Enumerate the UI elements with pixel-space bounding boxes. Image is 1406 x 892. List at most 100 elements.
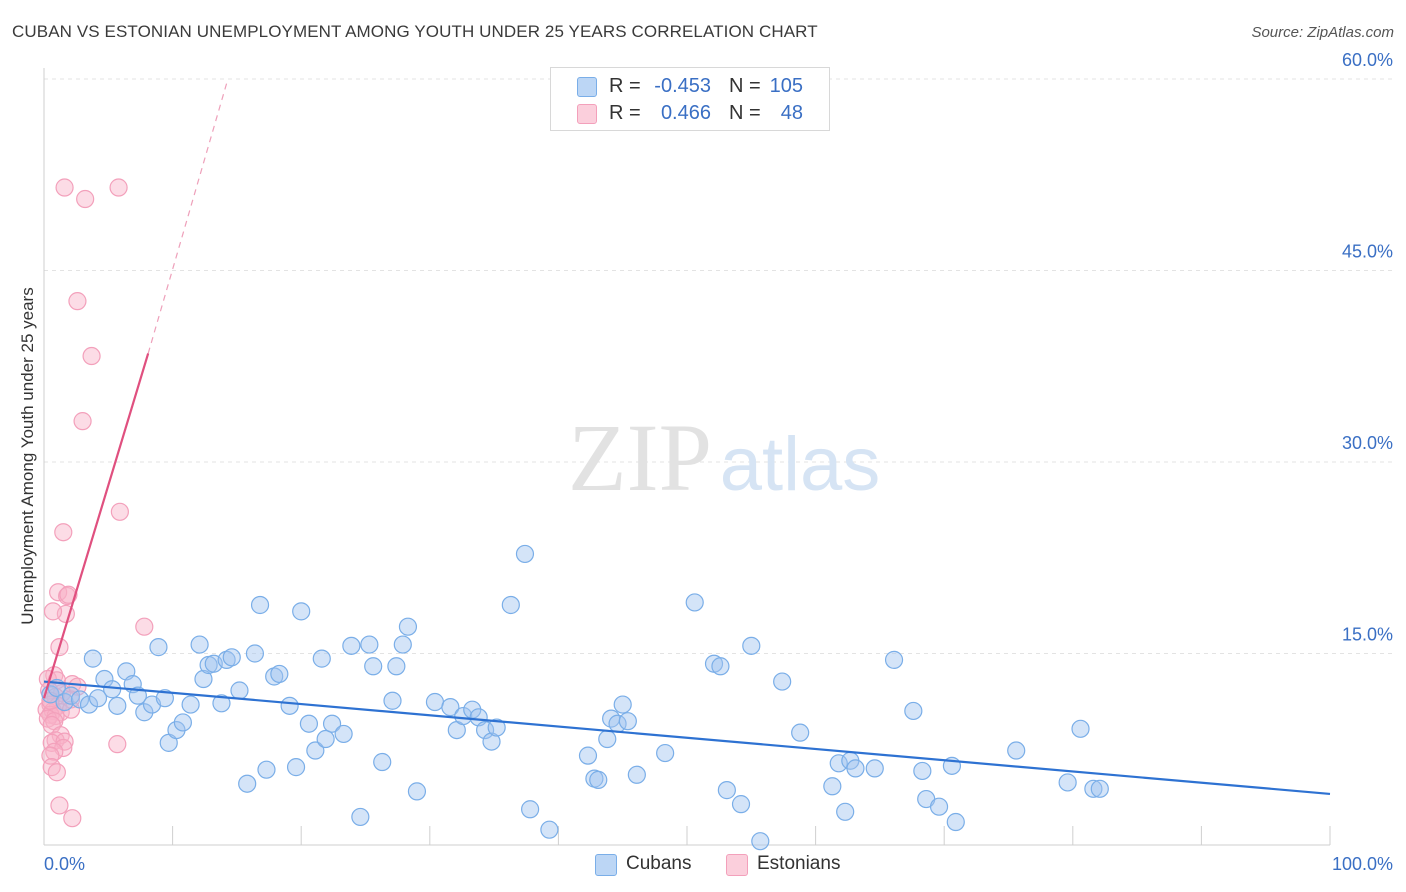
cuban-point: [731, 795, 751, 814]
cuban-point: [829, 754, 848, 773]
series-legend: Cubans Estonians: [0, 852, 1406, 878]
estonians-trend-line: [42, 353, 150, 699]
x-tick-label: 0.0%: [44, 854, 85, 874]
estonian-point: [42, 715, 61, 735]
cuban-point: [946, 812, 965, 832]
cuban-point: [441, 698, 460, 717]
cuban-point: [316, 729, 335, 749]
cuban-point: [103, 680, 122, 699]
cuban-point: [79, 695, 99, 714]
cuban-point: [904, 701, 923, 721]
estonian-point: [110, 502, 129, 521]
estonian-point: [41, 746, 60, 765]
n-label: N =: [729, 75, 761, 97]
cuban-point: [299, 714, 319, 733]
estonian-point: [43, 602, 63, 621]
y-tick-label: 60.0%: [1342, 50, 1393, 70]
legend-row-cubans: R = -0.453 N = 105: [551, 74, 829, 100]
series-estonians: [37, 178, 154, 828]
cuban-point: [238, 774, 257, 793]
cuban-point: [717, 781, 736, 800]
y-tick-label: 15.0%: [1342, 625, 1393, 645]
estonian-point: [54, 523, 73, 542]
cuban-point: [334, 724, 353, 744]
cuban-point: [306, 741, 325, 760]
cuban-point: [155, 689, 174, 708]
r-value: 0.466: [660, 102, 711, 124]
cuban-point: [108, 696, 127, 715]
cuban-point: [425, 692, 445, 712]
cuban-point: [913, 761, 932, 781]
cuban-point: [598, 729, 617, 749]
cuban-point: [521, 800, 540, 819]
estonian-point: [73, 412, 92, 431]
cuban-point: [836, 802, 855, 821]
cuban-point: [929, 797, 949, 816]
cuban-point: [846, 759, 865, 778]
cuban-point: [578, 746, 598, 765]
cuban-point: [194, 669, 213, 689]
r-label: R =: [609, 75, 641, 97]
cuban-point: [589, 770, 608, 789]
estonian-point: [108, 735, 127, 754]
estonian-point: [42, 758, 61, 777]
cuban-point: [383, 691, 402, 710]
cuban-point: [1058, 773, 1077, 792]
cuban-point: [257, 760, 276, 779]
cuban-point: [70, 690, 90, 709]
cuban-point: [230, 681, 249, 700]
cuban-point: [265, 667, 284, 686]
cuban-point: [351, 807, 370, 827]
cuban-point: [181, 695, 200, 714]
cuban-point: [1007, 741, 1026, 760]
cuban-point: [173, 713, 192, 732]
cuban-point: [1071, 719, 1090, 738]
cuban-point: [742, 636, 761, 655]
cubans-swatch: [595, 854, 617, 876]
cuban-point: [1090, 779, 1109, 798]
cuban-point: [135, 703, 154, 722]
cuban-point: [83, 649, 102, 668]
correlation-legend: R = -0.453 N = 105 R = 0.466 N = 48: [550, 67, 830, 131]
cuban-point: [312, 649, 331, 668]
y-tick-label: 30.0%: [1342, 433, 1393, 453]
cubans-swatch: [577, 77, 597, 97]
cuban-point: [292, 602, 311, 621]
legend-label: Estonians: [757, 853, 841, 874]
estonian-point: [63, 809, 82, 828]
cuban-point: [454, 706, 473, 726]
cuban-point: [342, 636, 361, 655]
cuban-point: [190, 635, 209, 654]
cuban-point: [751, 832, 770, 851]
cuban-point: [270, 664, 289, 684]
chart-title: CUBAN VS ESTONIAN UNEMPLOYMENT AMONG YOU…: [12, 22, 818, 41]
cuban-point: [364, 657, 383, 676]
estonian-point: [82, 346, 101, 366]
cuban-point: [222, 648, 241, 667]
cuban-point: [791, 723, 810, 742]
n-label: N =: [729, 102, 761, 124]
estonian-point: [55, 178, 74, 197]
cuban-point: [627, 765, 646, 784]
trend-lines: [42, 78, 1331, 796]
cuban-point: [475, 720, 495, 740]
source-label: Source: ZipAtlas.com: [1251, 24, 1394, 41]
cuban-point: [245, 644, 265, 663]
r-label: R =: [609, 102, 641, 124]
series-cubans: [41, 544, 1109, 851]
estonian-point: [135, 617, 154, 636]
n-value: 48: [780, 102, 803, 124]
watermark-atlas: atlas: [720, 422, 881, 507]
y-tick-label: 45.0%: [1342, 242, 1393, 262]
estonians-swatch: [577, 104, 597, 124]
estonian-point: [47, 763, 66, 782]
cuban-point: [280, 696, 299, 715]
x-tick-label: 100.0%: [1332, 854, 1393, 874]
tick-labels: 15.0% 30.0% 45.0% 60.0% 0.0% 100.0%: [44, 50, 1393, 874]
cuban-point: [217, 650, 236, 669]
estonians-trend-extension: [147, 78, 229, 354]
cuban-point: [250, 595, 270, 615]
cuban-point: [884, 650, 904, 669]
watermark: ZIP atlas: [568, 404, 880, 511]
